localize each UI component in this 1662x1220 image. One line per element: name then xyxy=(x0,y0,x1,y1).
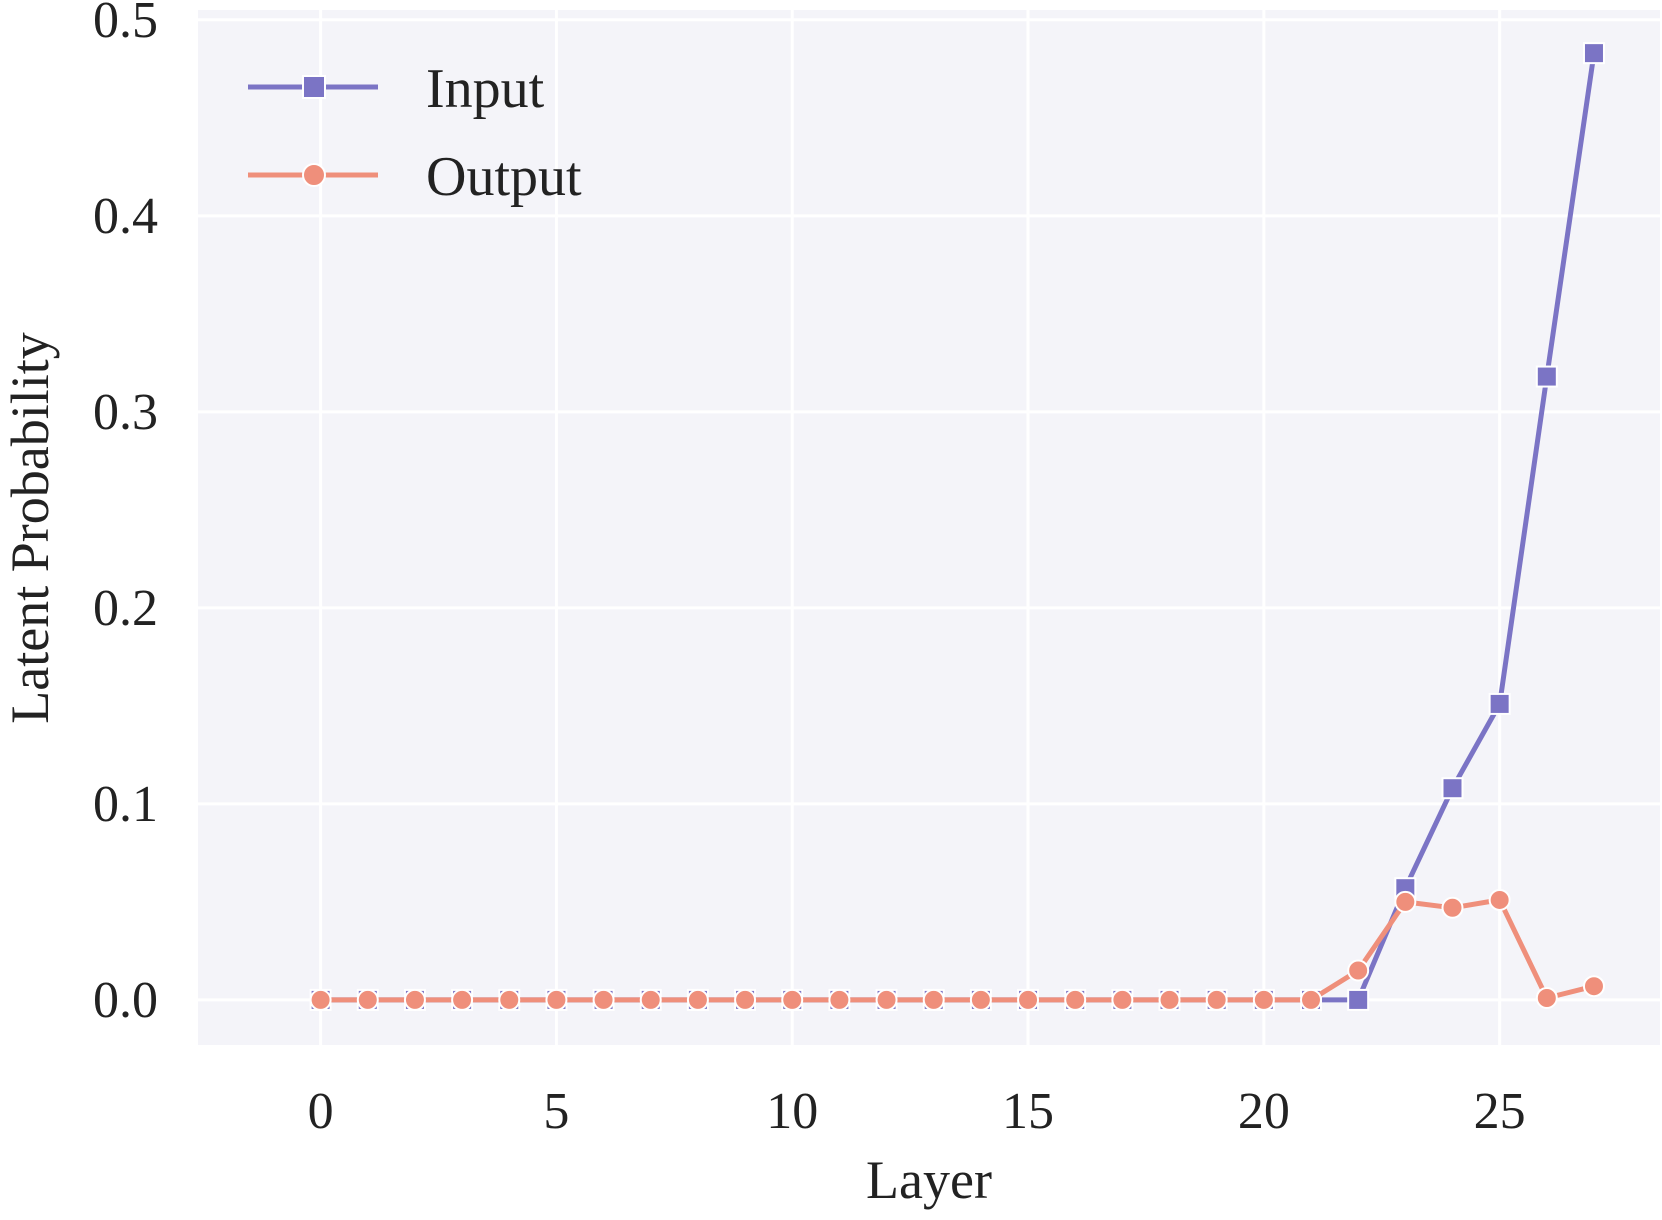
y-tick-label: 0.3 xyxy=(93,384,158,441)
y-axis-ticks: 0.0 0.1 0.2 0.3 0.4 0.5 xyxy=(93,0,158,1029)
data-point-output xyxy=(828,988,851,1011)
data-point-output xyxy=(1205,988,1228,1011)
y-tick-label: 0.4 xyxy=(93,188,158,245)
x-tick-label: 0 xyxy=(308,1083,334,1140)
y-axis-title: Latent Probability xyxy=(0,332,60,723)
data-point-input xyxy=(1535,365,1558,388)
legend-marker-input xyxy=(302,75,326,99)
x-tick-label: 20 xyxy=(1238,1083,1290,1140)
x-tick-label: 5 xyxy=(543,1083,569,1140)
data-point-output xyxy=(545,988,568,1011)
data-point-input xyxy=(1488,692,1511,715)
data-point-output xyxy=(309,988,332,1011)
data-point-output xyxy=(969,988,992,1011)
data-point-output xyxy=(1017,988,1040,1011)
legend-label-input: Input xyxy=(426,58,545,120)
data-point-output xyxy=(403,988,426,1011)
x-axis-title: Layer xyxy=(866,1150,992,1210)
data-point-output xyxy=(922,988,945,1011)
data-point-output xyxy=(1158,988,1181,1011)
data-point-output xyxy=(686,988,709,1011)
data-point-input xyxy=(1441,777,1464,800)
plot-area xyxy=(198,10,1660,1045)
data-point-output xyxy=(1252,988,1275,1011)
data-point-output xyxy=(875,988,898,1011)
data-point-output xyxy=(639,988,662,1011)
data-point-input xyxy=(1582,42,1605,65)
series-line-output xyxy=(318,897,1597,1003)
y-tick-label: 0.2 xyxy=(93,580,158,637)
x-tick-label: 25 xyxy=(1474,1083,1526,1140)
data-point-output xyxy=(1582,975,1605,998)
data-point-output xyxy=(1111,988,1134,1011)
data-point-input xyxy=(1347,988,1370,1011)
data-point-output xyxy=(781,988,804,1011)
data-point-output xyxy=(734,988,757,1011)
data-point-output xyxy=(356,988,379,1011)
data-point-output xyxy=(498,988,521,1011)
data-point-output xyxy=(1300,988,1323,1011)
data-point-output xyxy=(1394,890,1417,913)
data-point-output xyxy=(592,988,615,1011)
data-point-output xyxy=(1535,986,1558,1009)
data-point-output xyxy=(1441,896,1464,919)
grid xyxy=(198,10,1660,1045)
legend-label-output: Output xyxy=(426,146,582,208)
data-point-output xyxy=(1347,959,1370,982)
data-point-output xyxy=(1488,888,1511,911)
y-tick-label: 0.0 xyxy=(93,972,158,1029)
legend: Input Output xyxy=(248,58,582,208)
legend-marker-output xyxy=(302,163,326,187)
x-axis-ticks: 0 5 10 15 20 25 xyxy=(308,1083,1526,1140)
x-tick-label: 15 xyxy=(1002,1083,1054,1140)
data-point-output xyxy=(451,988,474,1011)
x-tick-label: 10 xyxy=(766,1083,818,1140)
series-layer xyxy=(309,42,1605,1011)
y-tick-label: 0.1 xyxy=(93,776,158,833)
y-tick-label: 0.5 xyxy=(93,0,158,49)
data-point-output xyxy=(1064,988,1087,1011)
